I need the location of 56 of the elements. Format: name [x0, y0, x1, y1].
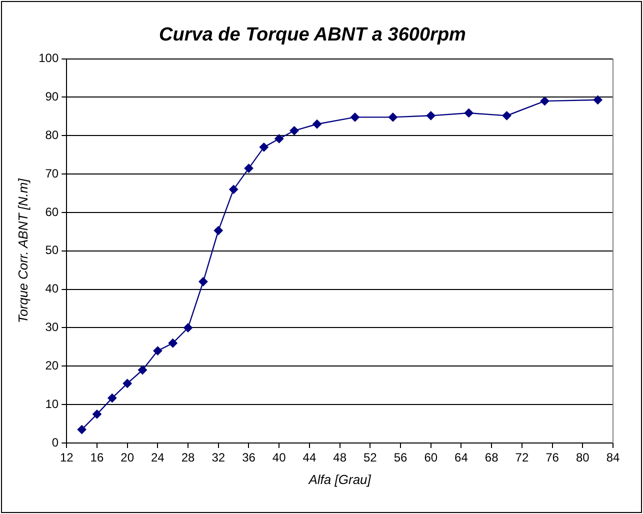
point	[312, 120, 322, 129]
y-tick-label: 0	[52, 435, 59, 450]
y-tick-label: 100	[38, 51, 59, 66]
point	[540, 96, 550, 106]
y-tick-label: 60	[45, 204, 59, 219]
point	[198, 277, 208, 286]
point	[388, 112, 398, 122]
point	[229, 184, 238, 194]
x-axis-title: Alfa [Grau]	[308, 472, 372, 487]
x-tick-label: 52	[363, 450, 378, 465]
point	[259, 142, 268, 152]
point	[214, 226, 223, 236]
point	[426, 111, 436, 120]
x-tick-label: 76	[546, 450, 560, 465]
x-tick-label: 68	[484, 450, 499, 465]
x-tick-label: 48	[333, 450, 347, 465]
y-tick-label: 30	[45, 320, 59, 334]
x-tick-label: 56	[394, 450, 408, 465]
point	[184, 323, 193, 332]
x-tick-label: 40	[272, 450, 286, 465]
y-tick-label: 40	[45, 282, 59, 296]
x-tick-label: 84	[606, 450, 620, 465]
point	[290, 126, 299, 136]
y-tick-label: 70	[45, 166, 59, 180]
point	[244, 164, 254, 173]
chart-title: Curva de Torque ABNT a 3600rpm	[159, 24, 466, 46]
x-tick-label: 80	[576, 450, 590, 465]
x-tick-label: 32	[212, 450, 226, 465]
point	[138, 366, 148, 374]
point	[153, 346, 162, 356]
point	[92, 410, 102, 419]
y-tick-label: 20	[45, 358, 59, 372]
point	[350, 112, 360, 122]
point	[502, 111, 512, 120]
y-tick-label: 80	[45, 128, 59, 142]
point	[168, 338, 178, 348]
x-tick-label: 12	[60, 450, 74, 465]
x-tick-label: 72	[515, 450, 529, 465]
x-tick-label: 28	[181, 450, 196, 465]
x-tick-label: 44	[302, 450, 316, 465]
x-tick-label: 64	[454, 450, 468, 465]
x-tick-label: 16	[90, 450, 104, 465]
point	[108, 394, 117, 403]
y-axis-title: Torque Corr. ABNT [N.m]	[15, 178, 30, 324]
y-tick-label: 90	[45, 90, 59, 104]
point	[274, 134, 284, 144]
point	[593, 95, 602, 104]
x-tick-label: 24	[151, 450, 165, 465]
y-tick-label: 10	[45, 396, 59, 411]
x-tick-label: 60	[424, 450, 438, 465]
point	[464, 108, 474, 118]
point	[77, 425, 86, 434]
x-tick-label: 36	[242, 450, 256, 465]
point	[122, 378, 132, 388]
x-tick-label: 20	[120, 450, 134, 465]
y-tick-label: 50	[45, 243, 59, 258]
